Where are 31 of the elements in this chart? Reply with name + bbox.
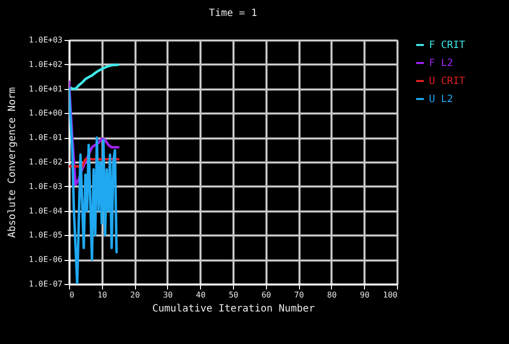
legend-label: U CRIT [429,76,466,87]
x-tick-label: 100 [383,290,398,300]
y-tick-label: 1.0E-03 [28,182,63,191]
y-tick-label: 1.0E+01 [28,84,63,94]
x-tick-label: 50 [228,290,238,300]
y-tick-label: 1.0E-02 [28,158,63,166]
x-tick-label: 70 [294,290,304,300]
y-tick-label: 1.0E-07 [28,280,63,288]
y-axis-title: Absolute Convergence Norm [6,87,18,238]
y-tick-label: 1.0E+02 [28,60,63,69]
y-tick-label: 1.0E+00 [28,108,63,118]
chart-title: Time = 1 [208,8,258,19]
y-tick-label: 1.0E-01 [28,133,63,142]
y-tick-label: 1.0E-04 [28,206,63,216]
x-axis-title: Cumulative Iteration Number [152,304,315,314]
x-tick-label: 80 [327,290,337,300]
legend-label: U L2 [429,94,454,105]
x-tick-label: 30 [163,290,173,300]
x-tick-label: 20 [130,290,140,300]
line-series [69,88,118,284]
y-tick-label: 1.0E+03 [28,36,63,44]
y-tick-label: 1.0E-06 [28,255,63,264]
legend-label: F CRIT [429,40,466,51]
y-tick-label: 1.0E-05 [28,230,63,240]
x-tick-label: 90 [360,290,370,300]
x-tick-label: 60 [261,290,272,300]
legend-label: F L2 [429,58,454,69]
line-series [69,63,120,90]
x-tick-label: 10 [97,290,108,300]
x-tick-label: 40 [196,290,206,300]
x-tick-label: 0 [70,290,74,300]
